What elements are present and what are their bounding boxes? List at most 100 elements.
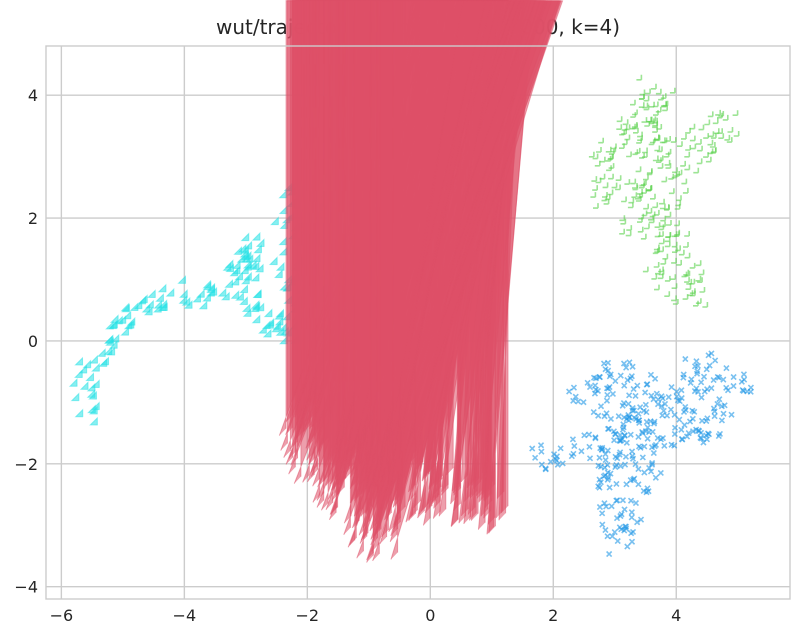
data-point <box>251 314 261 324</box>
data-point <box>605 146 612 153</box>
data-point <box>624 543 631 550</box>
data-point <box>606 550 613 558</box>
data-point <box>241 303 251 312</box>
data-point <box>637 516 645 523</box>
data-point <box>615 184 621 191</box>
data-point <box>251 253 261 263</box>
data-point <box>655 268 661 275</box>
data-point <box>621 139 628 146</box>
data-point <box>617 449 624 456</box>
data-point <box>275 308 285 318</box>
data-point <box>196 289 205 298</box>
data-point <box>722 114 729 121</box>
data-point <box>637 188 643 195</box>
data-point <box>272 321 282 330</box>
data-point <box>683 433 691 440</box>
data-point <box>665 394 672 401</box>
data-point <box>641 443 648 450</box>
data-point <box>654 284 660 291</box>
data-point <box>689 123 696 130</box>
data-point <box>613 461 620 469</box>
data-point <box>646 464 653 472</box>
data-point <box>663 412 671 419</box>
data-point <box>678 387 685 394</box>
data-point <box>158 299 168 308</box>
data-point <box>671 172 678 179</box>
data-point <box>685 127 691 134</box>
data-point <box>571 442 578 450</box>
data-point <box>660 215 667 222</box>
data-point <box>683 269 690 276</box>
data-point <box>642 266 649 273</box>
data-point <box>604 194 611 201</box>
data-point <box>607 154 614 161</box>
x-tick-label: 2 <box>548 606 558 625</box>
data-point <box>659 435 667 442</box>
data-point <box>678 249 685 256</box>
data-point <box>586 455 594 462</box>
data-point <box>629 528 637 536</box>
data-point <box>270 216 279 226</box>
y-tick-label: −2 <box>14 455 38 474</box>
data-point <box>627 375 634 382</box>
data-point <box>635 417 642 424</box>
data-point <box>661 100 667 107</box>
data-point <box>664 159 671 166</box>
data-point <box>578 448 585 455</box>
data-point <box>600 473 607 480</box>
data-point <box>626 392 633 399</box>
data-point <box>599 156 606 163</box>
data-point <box>177 275 187 284</box>
data-point <box>617 463 624 470</box>
data-point <box>268 256 278 266</box>
data-point <box>650 193 656 200</box>
data-point <box>643 203 649 210</box>
data-point <box>738 378 745 385</box>
data-point <box>627 202 634 209</box>
data-point <box>628 197 635 204</box>
data-point <box>234 271 244 281</box>
data-point <box>611 529 618 536</box>
x-tick-label: −2 <box>296 606 320 625</box>
data-point <box>604 391 611 399</box>
data-point <box>594 387 602 395</box>
data-point <box>642 147 648 154</box>
data-point <box>147 289 156 298</box>
data-point <box>698 379 705 386</box>
data-point <box>630 385 637 393</box>
data-point <box>615 413 622 420</box>
data-point <box>671 411 678 418</box>
data-point <box>712 118 719 125</box>
data-point <box>98 358 108 367</box>
data-point <box>664 275 671 282</box>
data-point <box>239 296 248 305</box>
data-point <box>695 260 702 267</box>
data-point <box>671 283 678 289</box>
data-point <box>677 141 683 147</box>
data-point <box>707 139 714 146</box>
data-point <box>674 204 681 210</box>
data-point <box>617 431 624 439</box>
data-point <box>697 277 703 283</box>
data-point <box>74 356 84 366</box>
data-point <box>181 296 191 306</box>
data-point <box>685 145 691 151</box>
data-point <box>224 259 234 268</box>
data-point <box>621 461 629 468</box>
data-point <box>661 442 668 449</box>
data-point <box>673 388 680 395</box>
data-point <box>641 469 648 476</box>
data-point <box>593 203 599 209</box>
data-point <box>611 437 618 444</box>
data-point <box>636 137 642 144</box>
data-point <box>671 257 677 264</box>
data-point <box>629 452 636 460</box>
data-point <box>697 429 705 436</box>
data-point <box>644 424 651 431</box>
data-point <box>632 461 639 468</box>
data-point <box>681 133 687 140</box>
data-point <box>641 117 648 123</box>
data-point <box>645 88 651 95</box>
data-point <box>699 287 706 293</box>
data-point <box>621 382 628 389</box>
